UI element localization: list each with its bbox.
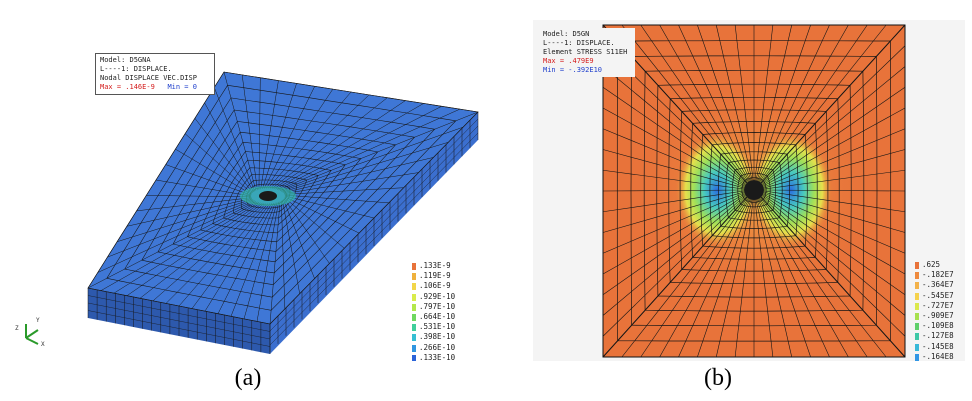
panel-a-mesh-view: Z Y X Model: D5GNA L----1: DISPLACE. Nod… [10,8,488,361]
legend-label: .625 [922,260,941,269]
a-legend-row: .133E-9 [412,261,472,271]
model-label: Model: D5GNA [100,56,151,64]
model-label: Model: D5GN [543,30,590,38]
legend-swatch [412,313,416,321]
max-value: Max = .146E-9 [100,83,155,91]
a-legend-row: .266E-10 [412,343,472,353]
panel-b-stress-view: Model: D5GN L----1: DISPLACE. Element ST… [533,20,965,361]
mesh-lines-a [87,71,479,325]
a-legend-row: .929E-10 [412,292,472,302]
b-legend-row: -.909E7 [915,311,965,321]
legend-swatch [915,323,919,331]
legend-label: -.545E7 [922,290,954,300]
stress-plot-b [602,24,906,358]
legend-swatch [915,282,919,290]
legend-swatch [915,272,919,280]
legend-swatch [915,312,919,320]
b-legend-row: -.545E7 [915,291,965,301]
legend-swatch [412,303,416,311]
caption-b: (b) [704,365,732,391]
center-hole-b [744,180,764,200]
b-legend-row: -.182E7 [915,270,965,280]
axis-triad-icon: Z Y X [15,317,45,348]
legend-swatch [915,333,919,341]
a-legend-row: .398E-10 [412,332,472,342]
legend-swatch [412,263,416,270]
svg-text:X: X [41,341,45,348]
center-hole-a [240,186,296,206]
stress-border [602,24,906,358]
legend-label: .664E-10 [419,311,456,321]
legend-label: .119E-9 [419,271,451,281]
result-label: Element STRESS S11EH [543,48,628,56]
caption-a: (a) [234,365,262,391]
legend-swatch [412,273,416,281]
legend-label: .106E-9 [419,281,451,291]
side-mesh-a [87,112,479,354]
a-legend-row: .664E-10 [412,312,472,322]
b-legend-row: -.727E7 [915,301,965,311]
legend-label: -.109E8 [922,321,954,331]
mesh-lines-b [602,24,906,358]
min-value: Min = -.392E10 [543,66,603,74]
a-legend-row: .797E-10 [412,302,472,312]
legend-label: .133E-10 [419,352,456,361]
legend-swatch [412,334,416,342]
legend-b: .625 -.182E7 -.364E7 -.545E7 -.727E7 -.909E7-… [915,260,965,361]
load-label: L----1: DISPLACE. [100,65,172,73]
b-legend-row: -.109E8 [915,321,965,331]
legend-swatch [412,293,416,301]
b-legend-row: -.164E8 [915,352,965,361]
legend-a: .133E-9.119E-9.106E-9.929E-10.797E-10.66… [412,261,472,361]
legend-label: .929E-10 [419,291,456,301]
legend-label: .797E-10 [419,301,456,311]
legend-swatch [412,354,416,361]
svg-text:Y: Y [36,317,40,324]
legend-swatch [915,353,919,361]
b-legend-row: -.364E7 [915,280,965,290]
legend-label: -.909E7 [922,310,954,320]
legend-swatch [915,262,919,269]
a-legend-row: .106E-9 [412,281,472,291]
legend-label: .133E-9 [419,261,451,270]
legend-label: .398E-10 [419,332,456,342]
legend-label: .266E-10 [419,342,456,352]
legend-label: -.364E7 [922,280,954,290]
a-legend-row: .133E-10 [412,353,472,361]
legend-label: -.727E7 [922,300,954,310]
info-box-b: Model: D5GN L----1: DISPLACE. Element ST… [539,28,635,77]
legend-swatch [412,283,416,291]
b-legend-row: -.127E8 [915,331,965,341]
info-box-a: Model: D5GNA L----1: DISPLACE. Nodal DIS… [95,53,215,95]
min-value: Min = 0 [167,83,197,91]
b-legend-row: .625 [915,260,965,270]
legend-swatch [412,324,416,332]
legend-swatch [412,344,416,352]
result-label: Nodal DISPLACE VEC.DISP [100,74,197,82]
svg-text:Z: Z [15,325,19,332]
legend-swatch [915,302,919,310]
load-label: L----1: DISPLACE. [543,39,615,47]
mesh-plot-a: Z Y X [15,71,479,354]
legend-label: .531E-10 [419,322,456,332]
legend-label: -.182E7 [922,270,954,280]
legend-swatch [915,292,919,300]
max-value: Max = .479E9 [543,57,594,65]
legend-label: -.164E8 [922,351,954,361]
legend-label: -.127E8 [922,331,954,341]
a-legend-row: .531E-10 [412,322,472,332]
legend-label: -.145E8 [922,341,954,351]
legend-swatch [915,343,919,351]
b-legend-row: -.145E8 [915,342,965,352]
a-legend-row: .119E-9 [412,271,472,281]
